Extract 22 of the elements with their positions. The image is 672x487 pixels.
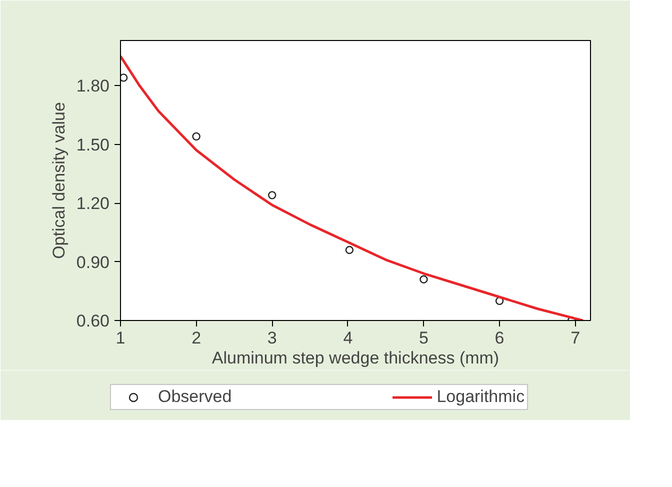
legend-label: Logarithmic bbox=[436, 387, 525, 407]
point bbox=[345, 246, 354, 254]
point bbox=[268, 191, 276, 200]
x-tick-label: 3 bbox=[267, 328, 277, 348]
legend-label: Observed bbox=[158, 387, 232, 407]
y-tick-label: 0.60 bbox=[76, 312, 110, 330]
x-tick-label: 1 bbox=[116, 328, 126, 348]
y-axis-title: Optical density value bbox=[49, 102, 68, 259]
point bbox=[120, 74, 128, 82]
x-tick-label: 7 bbox=[570, 328, 580, 348]
x-tick-label: 5 bbox=[419, 328, 428, 348]
x-tick-label: 6 bbox=[494, 328, 504, 348]
y-tick-label: 1.80 bbox=[76, 76, 110, 96]
x-axis-title: Aluminum step wedge thickness (mm) bbox=[212, 348, 500, 368]
y-tick-label: 1.20 bbox=[76, 194, 110, 214]
x-tick-label: 4 bbox=[343, 328, 353, 348]
y-tick-label: 1.50 bbox=[76, 135, 110, 154]
point bbox=[192, 132, 200, 141]
x-tick-label: 2 bbox=[192, 328, 202, 348]
point bbox=[420, 275, 428, 284]
line-series bbox=[120, 54, 584, 320]
y-tick-label: 0.90 bbox=[76, 252, 110, 272]
